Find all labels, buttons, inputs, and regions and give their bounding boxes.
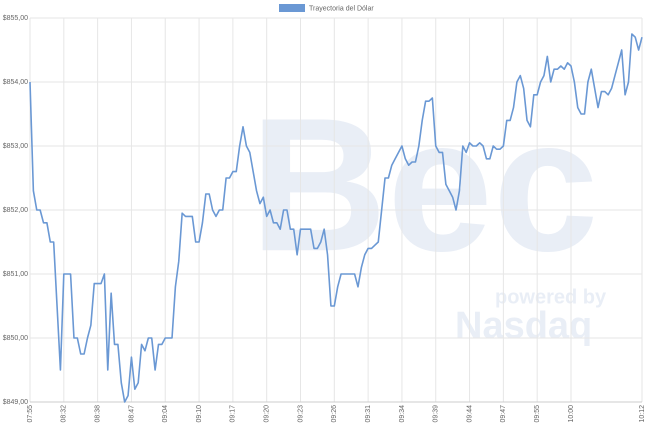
line xyxy=(29,33,643,403)
x-tick-label: 10:12 xyxy=(639,405,646,423)
legend-label: Trayectoria del Dólar xyxy=(309,5,374,12)
x-tick-label: 08:38 xyxy=(94,405,101,423)
x-tick-label: 09:23 xyxy=(297,405,304,423)
y-tick-label: $851,00 xyxy=(3,271,28,278)
watermark-provider: Nasdaq xyxy=(455,305,592,347)
x-tick-label: 09:17 xyxy=(230,405,237,423)
x-tick-label: 09:04 xyxy=(162,405,169,423)
x-tick-label: 08:47 xyxy=(128,405,135,423)
x-tick-label: 09:31 xyxy=(365,405,372,423)
watermark-brand: Bec xyxy=(250,79,599,291)
y-tick-label: $850,00 xyxy=(3,335,28,342)
y-tick-label: $855,00 xyxy=(3,15,28,22)
x-tick-label: 09:55 xyxy=(534,405,541,423)
x-tick-label: 09:47 xyxy=(500,405,507,423)
x-tick-label: 07:55 xyxy=(27,405,34,423)
watermark-tagline: powered by xyxy=(495,286,607,308)
legend-swatch xyxy=(279,4,305,12)
x-tick-label: 09:34 xyxy=(399,405,406,423)
y-tick-label: $853,00 xyxy=(3,143,28,150)
watermark: Bec powered by Nasdaq xyxy=(250,79,607,347)
x-tick-label: 09:39 xyxy=(433,405,440,423)
y-tick-label: $849,00 xyxy=(3,399,28,406)
x-tick-label: 08:32 xyxy=(61,405,68,423)
x-tick-label: 09:20 xyxy=(264,405,271,423)
x-tick-label: 09:44 xyxy=(466,405,473,423)
y-tick-label: $854,00 xyxy=(3,79,28,86)
x-tick-label: 09:10 xyxy=(196,405,203,423)
x-tick-label: 10:00 xyxy=(568,405,575,423)
x-tick-label: 09:26 xyxy=(331,405,338,423)
y-tick-label: $852,00 xyxy=(3,207,28,214)
